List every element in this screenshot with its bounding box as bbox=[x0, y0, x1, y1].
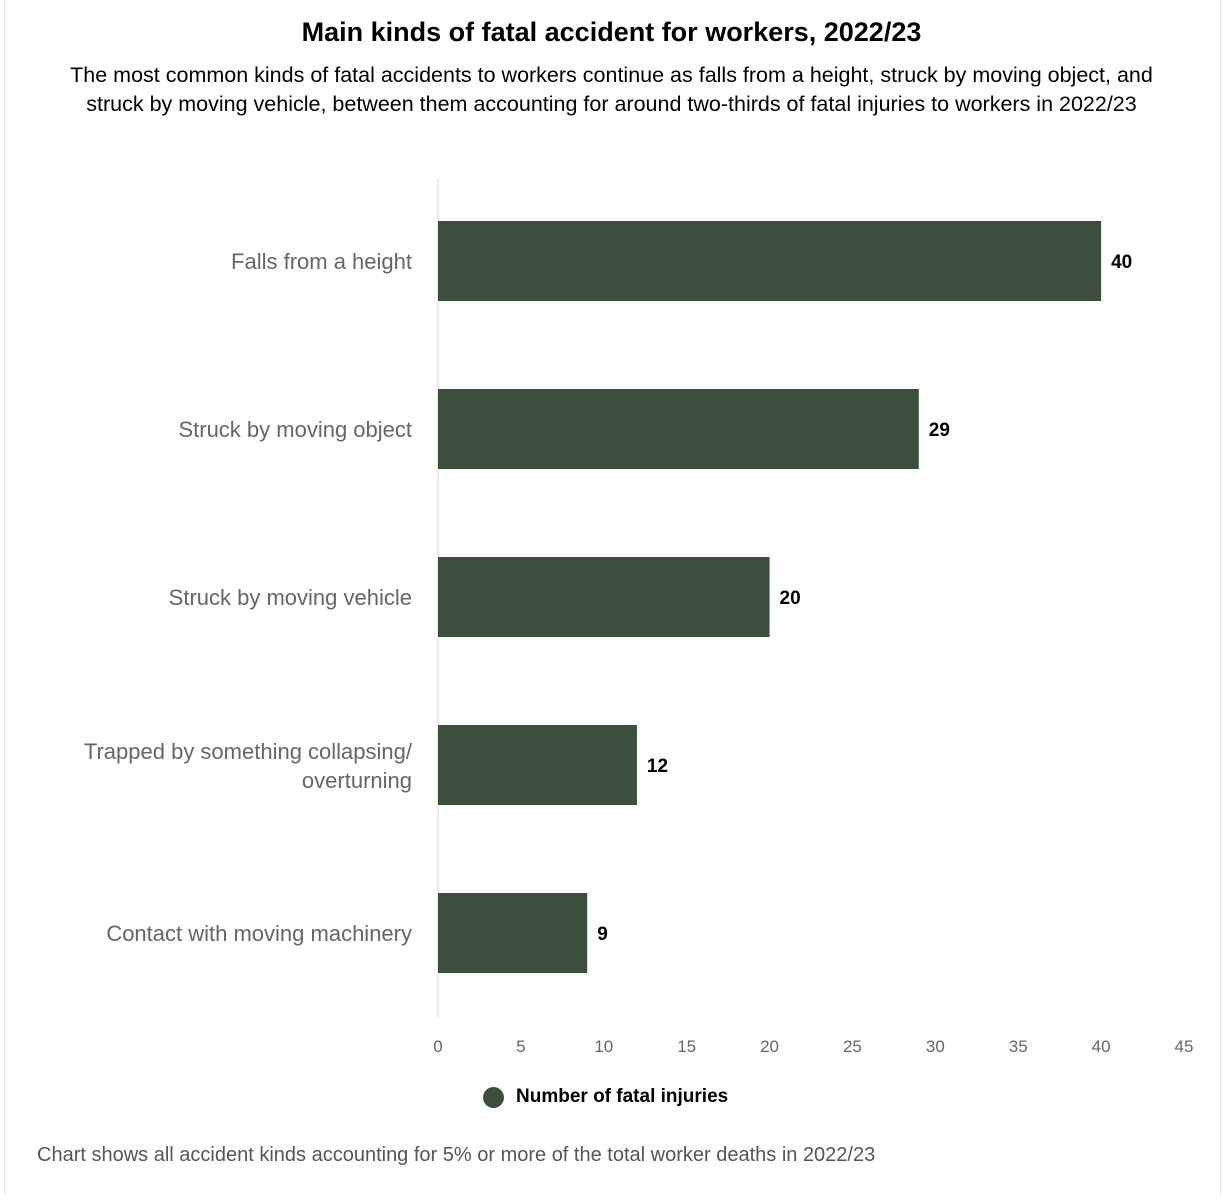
bar[interactable] bbox=[438, 389, 919, 469]
chart-title: Main kinds of fatal accident for workers… bbox=[301, 17, 922, 47]
data-label: 20 bbox=[780, 588, 801, 609]
x-tick-label: 35 bbox=[1009, 1037, 1028, 1056]
x-tick-label: 5 bbox=[516, 1037, 525, 1056]
legend-marker-icon bbox=[483, 1086, 504, 1108]
x-tick-label: 45 bbox=[1175, 1037, 1194, 1056]
chart-frame bbox=[4, 0, 1221, 1196]
chart-subtitle: The most common kinds of fatal accidents… bbox=[70, 63, 1153, 116]
data-label: 40 bbox=[1111, 252, 1132, 273]
x-tick-label: 0 bbox=[433, 1037, 442, 1056]
x-tick-label: 20 bbox=[760, 1037, 779, 1056]
category-label: Falls from a height bbox=[231, 249, 412, 274]
bar[interactable] bbox=[438, 893, 588, 973]
category-label: Trapped by something collapsing/overturn… bbox=[84, 739, 413, 793]
footnote: Chart shows all accident kinds accountin… bbox=[37, 1144, 876, 1166]
data-label: 9 bbox=[597, 924, 608, 945]
data-label: 29 bbox=[929, 420, 950, 441]
bar[interactable] bbox=[438, 221, 1102, 301]
x-tick-label: 25 bbox=[843, 1037, 862, 1056]
data-label: 12 bbox=[647, 756, 668, 777]
x-tick-label: 10 bbox=[594, 1037, 613, 1056]
legend[interactable]: Number of fatal injuries bbox=[483, 1086, 728, 1108]
bar[interactable] bbox=[438, 557, 770, 637]
category-label: Struck by moving object bbox=[178, 417, 412, 442]
category-label: Struck by moving vehicle bbox=[169, 585, 412, 610]
category-label: Contact with moving machinery bbox=[106, 921, 412, 946]
x-tick-label: 15 bbox=[677, 1037, 696, 1056]
x-tick-label: 30 bbox=[926, 1037, 945, 1056]
x-tick-label: 40 bbox=[1092, 1037, 1111, 1056]
bar[interactable] bbox=[438, 725, 637, 805]
legend-label: Number of fatal injuries bbox=[516, 1086, 729, 1107]
